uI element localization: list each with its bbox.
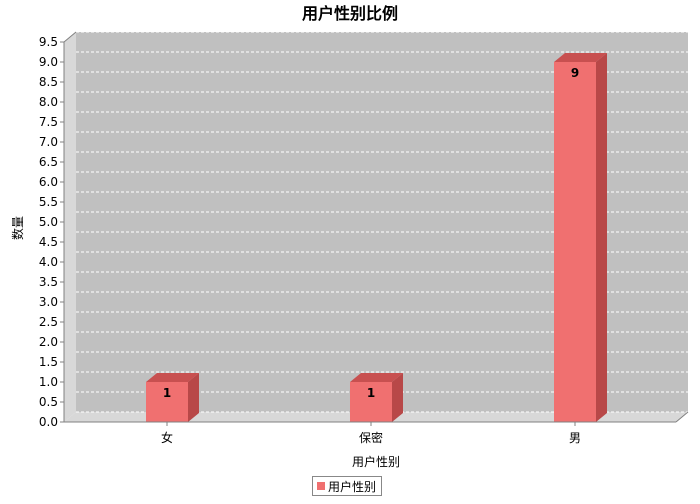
y-tick-label: 2.5 — [39, 315, 58, 329]
data-label: 1 — [163, 386, 171, 400]
y-tick-label: 7.5 — [39, 115, 58, 129]
y-tick-label: 6.5 — [39, 155, 58, 169]
legend-label: 用户性别 — [328, 479, 377, 494]
y-axis: 0.0 0.5 1.0 1.5 2.0 2.5 3.0 3.5 4.0 4.5 5.0 5.5 6.0 6… — [39, 31, 77, 429]
plot-left-wall — [64, 32, 76, 422]
bar-1: 1 — [350, 373, 403, 422]
x-axis-depth-line — [675, 411, 689, 423]
x-axis: 女 保密 男 — [64, 411, 689, 445]
y-tick-label: 9.0 — [39, 55, 58, 69]
y-tick-label: 3.5 — [39, 275, 58, 289]
y-tick-label: 4.0 — [39, 255, 58, 269]
x-tick-label: 保密 — [359, 430, 383, 445]
legend: 用户性别 — [312, 476, 383, 496]
bar-2: 9 — [554, 53, 607, 422]
y-tick-label: 5.5 — [39, 195, 58, 209]
y-tick-label: 9.5 — [39, 35, 58, 49]
bar-face — [146, 382, 188, 422]
chart-title: 用户性别比例 — [302, 4, 398, 23]
bar-top — [350, 373, 403, 382]
bar-side — [188, 373, 199, 422]
y-tick-label: 8.5 — [39, 75, 58, 89]
y-tick-label: 1.5 — [39, 355, 58, 369]
bar-side — [392, 373, 403, 422]
y-tick-label: 7.0 — [39, 135, 58, 149]
y-tick-label: 4.5 — [39, 235, 58, 249]
y-tick-label: 5.0 — [39, 215, 58, 229]
y-tick-label: 0.0 — [39, 415, 58, 429]
bar-side — [596, 53, 607, 422]
y-tick-label: 0.5 — [39, 395, 58, 409]
bar-face — [554, 62, 596, 422]
y-tick-label: 1.0 — [39, 375, 58, 389]
x-tick-label: 男 — [569, 431, 581, 445]
y-tick-label: 8.0 — [39, 95, 58, 109]
bar-top — [554, 53, 607, 62]
x-axis-title: 用户性别 — [352, 454, 400, 469]
bar-0: 1 — [146, 373, 199, 422]
bars: 1 1 9 — [146, 53, 607, 422]
y-tick-label: 3.0 — [39, 295, 58, 309]
legend-swatch — [317, 482, 325, 490]
y-tick-label: 2.0 — [39, 335, 58, 349]
x-tick-label: 女 — [161, 430, 173, 445]
data-label: 1 — [367, 386, 375, 400]
bar-face — [350, 382, 392, 422]
bar-top — [146, 373, 199, 382]
data-label: 9 — [571, 66, 579, 80]
y-axis-title: 数量 — [10, 216, 25, 240]
y-tick-label: 6.0 — [39, 175, 58, 189]
y-axis-depth-line — [63, 31, 77, 43]
